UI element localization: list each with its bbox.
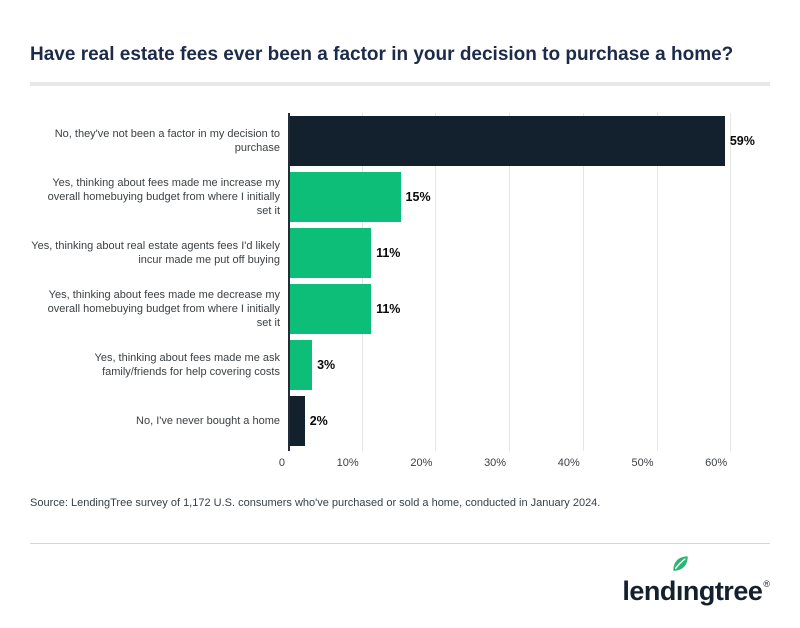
chart-row: Yes, thinking about fees made me ask fam…	[30, 337, 770, 393]
category-label: Yes, thinking about fees made me increas…	[47, 177, 280, 217]
leaf-icon	[673, 556, 689, 571]
logo-row: lendıngtree®	[30, 552, 770, 607]
x-tick-label: 30%	[484, 457, 507, 469]
value-label: 59%	[729, 134, 755, 148]
category-label: Yes, thinking about fees made me decreas…	[47, 289, 280, 329]
x-tick-label: 10%	[336, 457, 359, 469]
bar	[290, 172, 401, 222]
bar	[290, 340, 313, 390]
registered-trademark: ®	[763, 579, 770, 589]
value-label: 11%	[376, 246, 401, 260]
chart-row: Yes, thinking about real estate agents f…	[30, 225, 770, 281]
value-label: 11%	[376, 302, 401, 316]
bar-cell: 15%	[288, 169, 770, 225]
chart-row: No, they've not been a factor in my deci…	[30, 113, 770, 169]
bar-chart: No, they've not been a factor in my deci…	[30, 113, 770, 475]
bar	[290, 396, 305, 446]
x-tick-label: 60%	[705, 457, 728, 469]
bar-cell: 11%	[288, 281, 770, 337]
value-label: 2%	[309, 414, 328, 428]
category-label: No, they've not been a factor in my deci…	[54, 128, 280, 154]
logo-wordmark: lendıngtree	[622, 576, 763, 606]
category-label: Yes, thinking about fees made me ask fam…	[94, 352, 281, 378]
bar-cell: 59%	[288, 113, 770, 169]
bar-cell: 3%	[288, 337, 770, 393]
bar	[290, 116, 725, 166]
category-label: Yes, thinking about real estate agents f…	[31, 240, 280, 266]
footer-divider	[30, 543, 770, 544]
chart-row: Yes, thinking about fees made me decreas…	[30, 281, 770, 337]
category-label: No, I've never bought a home	[136, 415, 280, 427]
x-tick-label: 50%	[631, 457, 654, 469]
x-axis: 0 10% 20% 30% 40% 50% 60%	[30, 451, 770, 475]
x-tick-label: 40%	[557, 457, 580, 469]
value-label: 3%	[317, 358, 336, 372]
chart-row: Yes, thinking about fees made me increas…	[30, 169, 770, 225]
chart-row: No, I've never bought a home 2%	[30, 393, 770, 449]
lendingtree-logo: lendıngtree®	[622, 552, 770, 607]
chart-rows: No, they've not been a factor in my deci…	[30, 113, 770, 449]
source-note: Source: LendingTree survey of 1,172 U.S.…	[30, 497, 601, 509]
bar-cell: 2%	[288, 393, 770, 449]
value-label: 15%	[405, 190, 431, 204]
x-tick-label: 20%	[410, 457, 433, 469]
chart-title: Have real estate fees ever been a factor…	[30, 44, 734, 65]
x-tick-label: 0	[278, 457, 285, 469]
bar	[290, 228, 372, 278]
bar	[290, 284, 372, 334]
bar-cell: 11%	[288, 225, 770, 281]
title-divider	[30, 82, 770, 86]
